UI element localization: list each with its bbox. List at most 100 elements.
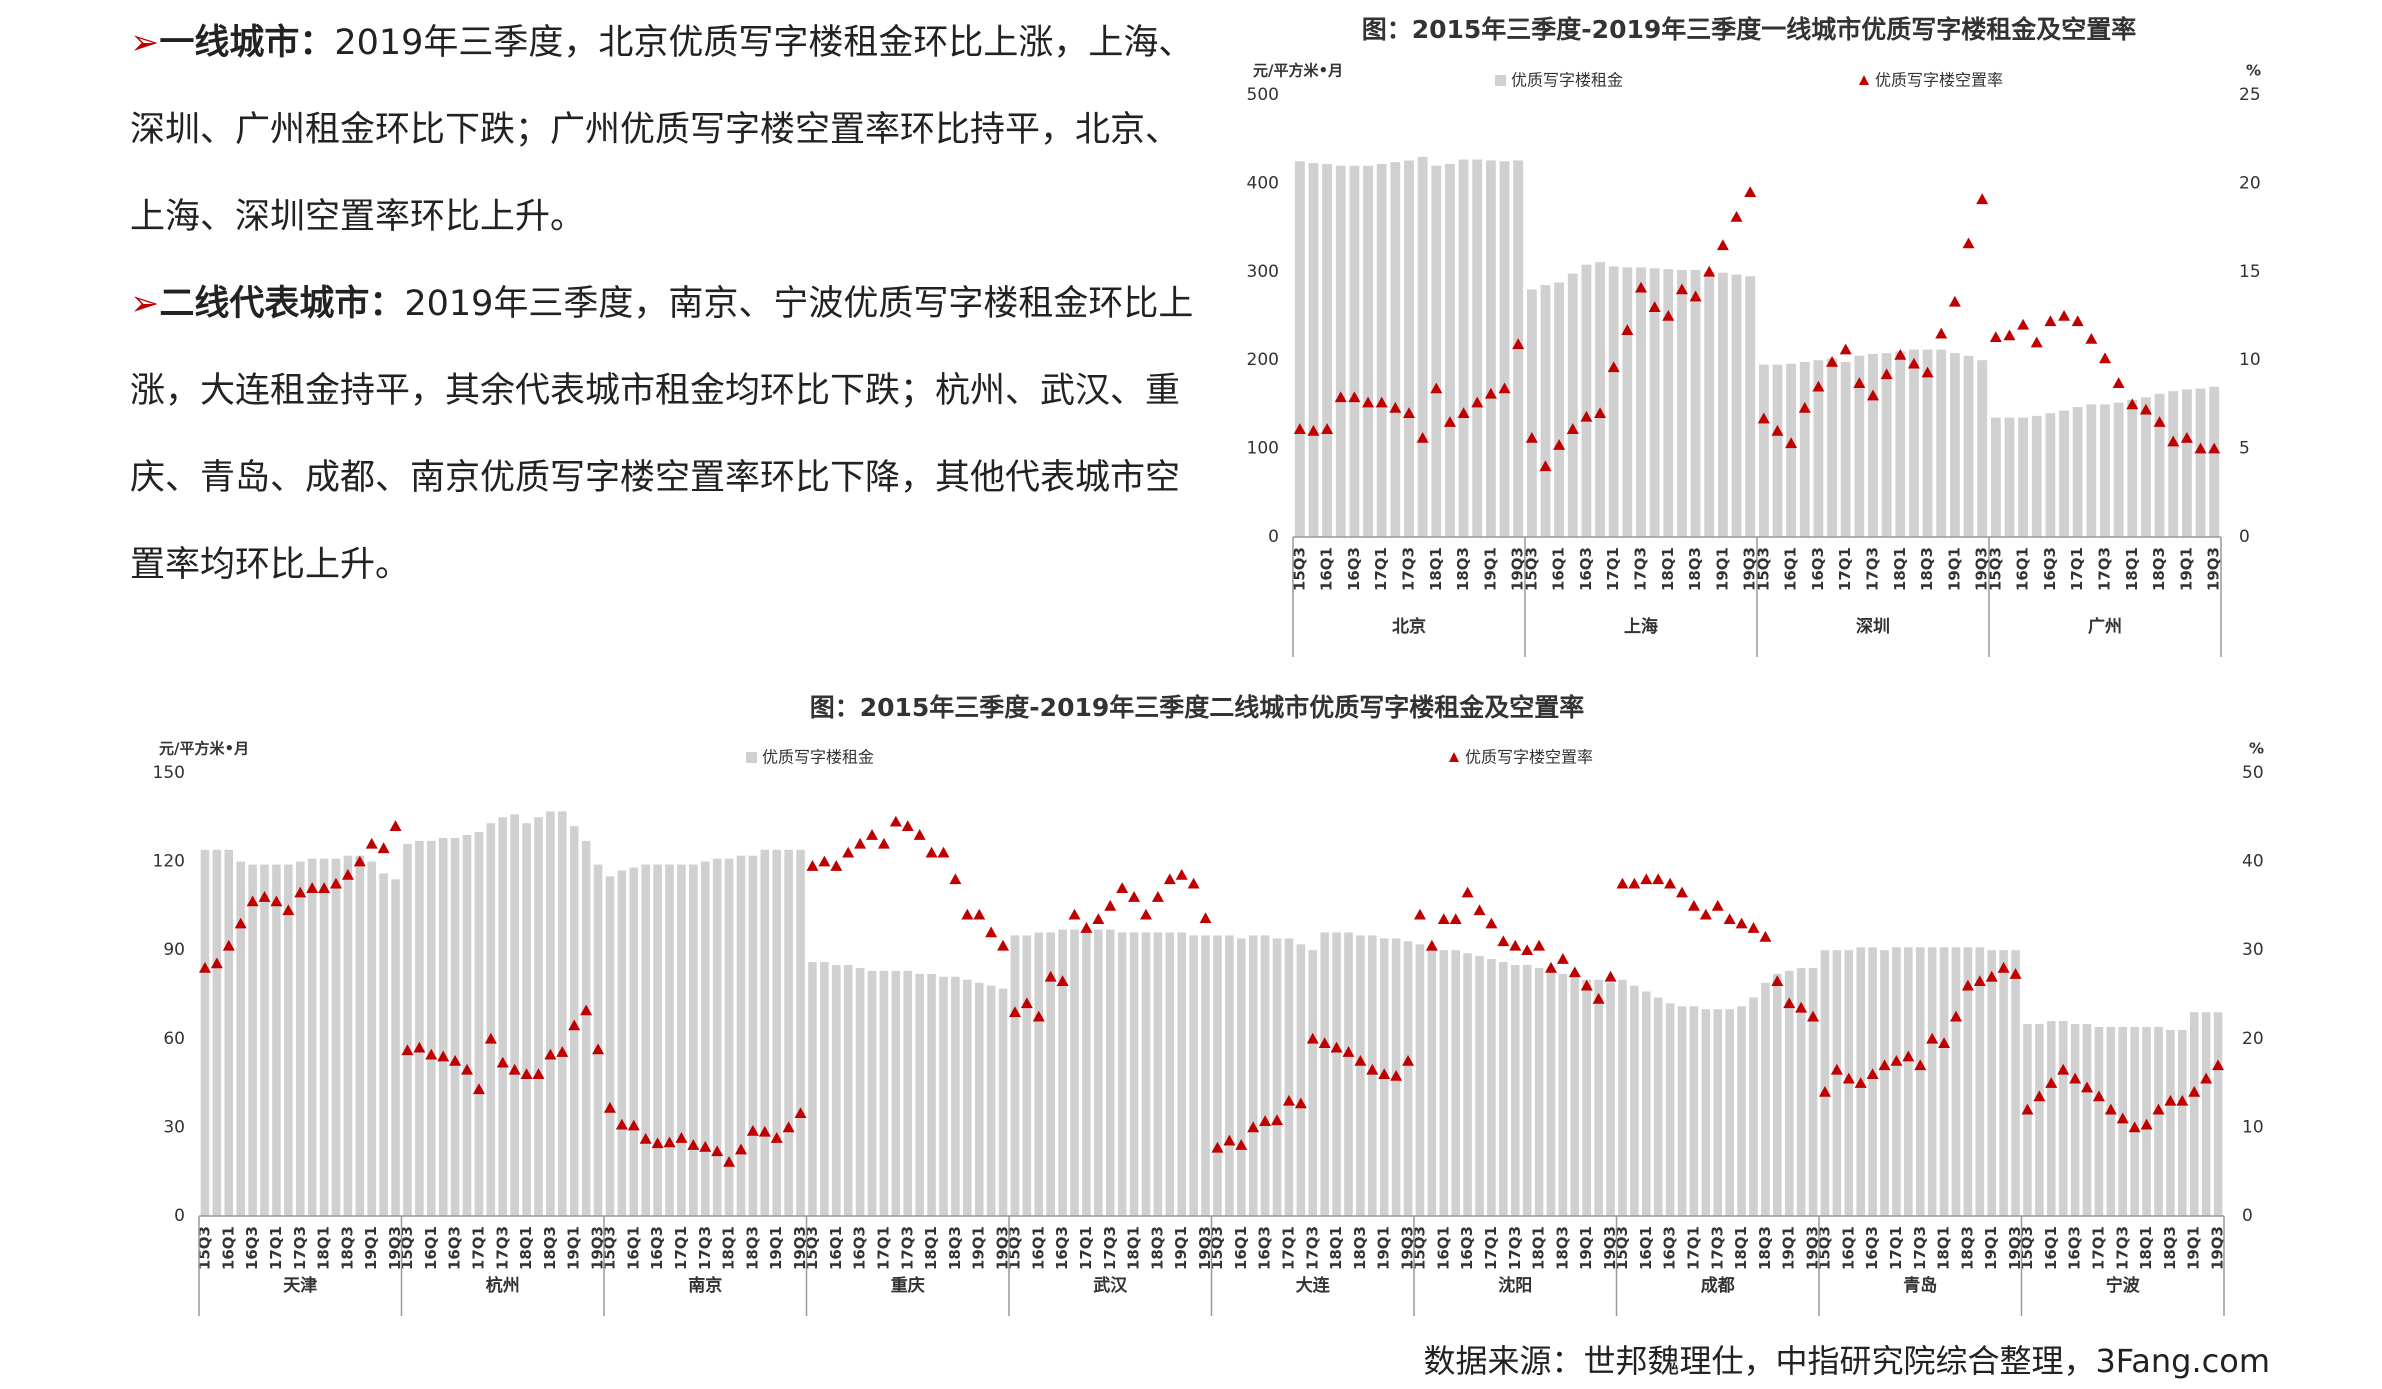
triangle-marker bbox=[1044, 970, 1057, 982]
triangle-marker bbox=[2104, 1103, 2117, 1115]
bar bbox=[1608, 266, 1619, 537]
bar bbox=[1786, 363, 1797, 537]
bar bbox=[1987, 950, 1997, 1216]
bar bbox=[1880, 950, 1889, 1216]
y2-tick-label: 5 bbox=[2239, 439, 2250, 459]
bar bbox=[1895, 351, 1906, 537]
bar bbox=[2178, 1029, 2187, 1216]
group-label: 大连 bbox=[1296, 1275, 1331, 1296]
x-tick-label: 17Q1 bbox=[1372, 547, 1390, 591]
bar bbox=[915, 973, 924, 1216]
triangle-marker bbox=[1403, 407, 1415, 419]
triangle-marker bbox=[1842, 1072, 1855, 1084]
bar bbox=[1975, 947, 1985, 1216]
triangle-marker bbox=[2128, 1121, 2141, 1133]
bar bbox=[1201, 935, 1210, 1216]
triangle-marker bbox=[1771, 424, 1784, 436]
bar bbox=[2031, 415, 2042, 537]
bar bbox=[796, 849, 805, 1216]
legend-swatch bbox=[746, 752, 757, 763]
triangle-marker bbox=[1512, 338, 1525, 350]
x-tick-label: 18Q3 bbox=[743, 1226, 761, 1270]
triangle-marker bbox=[1973, 975, 1986, 987]
triangle-marker bbox=[1830, 1063, 1843, 1075]
x-tick-label: 18Q3 bbox=[1958, 1226, 1976, 1270]
y2-tick-label: 0 bbox=[2242, 1206, 2253, 1226]
triangle-marker bbox=[770, 1132, 783, 1143]
x-tick-label: 17Q1 bbox=[2089, 1226, 2107, 1270]
triangle-marker bbox=[1151, 891, 1164, 902]
x-tick-label: 16Q3 bbox=[1458, 1226, 1476, 1270]
bar bbox=[1472, 159, 1483, 538]
bar bbox=[1070, 929, 1079, 1216]
x-tick-label: 17Q3 bbox=[898, 1226, 916, 1270]
triangle-marker bbox=[1826, 355, 1839, 367]
x-tick-label: 16Q1 bbox=[1232, 1226, 1250, 1270]
bar bbox=[343, 855, 353, 1216]
triangle-marker bbox=[413, 1041, 426, 1053]
bar bbox=[1749, 997, 1758, 1216]
bar bbox=[1636, 267, 1646, 537]
bar bbox=[1677, 270, 1687, 537]
bar bbox=[1165, 932, 1175, 1216]
x-tick-label: 15Q3 bbox=[1290, 547, 1308, 591]
triangle-marker bbox=[1866, 1068, 1879, 1080]
bar bbox=[1784, 970, 1794, 1216]
bar bbox=[1881, 353, 1892, 537]
legend-swatch bbox=[1449, 752, 1459, 762]
x-tick-label: 19Q3 bbox=[386, 1226, 404, 1270]
bar bbox=[1439, 950, 1449, 1216]
triangle-marker bbox=[306, 882, 319, 893]
triangle-marker bbox=[1604, 970, 1617, 982]
x-tick-label: 17Q3 bbox=[1506, 1226, 1524, 1270]
bar bbox=[605, 876, 615, 1216]
triangle-marker bbox=[699, 1140, 712, 1152]
bar bbox=[1922, 349, 1933, 537]
bar bbox=[212, 849, 222, 1216]
x-tick-label: 16Q3 bbox=[1577, 547, 1595, 591]
bar bbox=[1963, 947, 1973, 1216]
triangle-marker bbox=[1425, 939, 1438, 951]
x-tick-label: 16Q3 bbox=[1345, 547, 1363, 591]
group-label: 青岛 bbox=[1903, 1275, 1937, 1296]
x-tick-label: 18Q3 bbox=[1756, 1226, 1774, 1270]
triangle-marker bbox=[1247, 1121, 1260, 1133]
y2-tick-label: 25 bbox=[2239, 85, 2261, 105]
bar bbox=[1105, 929, 1115, 1216]
triangle-marker bbox=[603, 1101, 616, 1113]
triangle-marker bbox=[2045, 1077, 2058, 1088]
bar bbox=[2106, 1026, 2116, 1216]
x-tick-label: 17Q1 bbox=[1077, 1226, 1095, 1270]
bar bbox=[927, 973, 936, 1216]
x-tick-label: 17Q1 bbox=[1482, 1226, 1500, 1270]
x-tick-label: 18Q3 bbox=[541, 1226, 559, 1270]
group-label: 武汉 bbox=[1093, 1275, 1128, 1296]
triangle-marker bbox=[1580, 410, 1593, 422]
bar bbox=[2035, 1024, 2044, 1216]
triangle-marker bbox=[1139, 908, 1152, 920]
triangle-marker bbox=[949, 873, 962, 885]
x-tick-label: 17Q3 bbox=[1303, 1226, 1321, 1270]
triangle-marker bbox=[723, 1155, 736, 1167]
bar bbox=[1540, 285, 1551, 537]
bar bbox=[1808, 967, 1818, 1216]
triangle-marker bbox=[1362, 396, 1375, 408]
x-tick-label: 19Q1 bbox=[1577, 1226, 1595, 1270]
bar bbox=[1284, 938, 1294, 1216]
bar bbox=[498, 817, 508, 1216]
bar bbox=[1236, 938, 1246, 1216]
bar bbox=[1322, 163, 1333, 537]
bullet-body: 2019年三季度，北京优质写字楼租金环比上涨，上海、深圳、广州租金环比下跌；广州… bbox=[130, 23, 1194, 237]
triangle-marker bbox=[2085, 332, 2098, 344]
bar bbox=[1487, 959, 1496, 1216]
triangle-marker bbox=[1785, 437, 1798, 449]
triangle-marker bbox=[985, 926, 998, 938]
x-tick-label: 16Q1 bbox=[2042, 1226, 2060, 1270]
x-tick-label: 18Q1 bbox=[1327, 1226, 1345, 1270]
bar bbox=[1534, 967, 1544, 1216]
y-tick-label: 150 bbox=[153, 763, 185, 783]
triangle-marker bbox=[353, 855, 366, 867]
bar bbox=[1499, 161, 1510, 538]
bar bbox=[974, 982, 984, 1216]
bar bbox=[1260, 935, 1270, 1216]
